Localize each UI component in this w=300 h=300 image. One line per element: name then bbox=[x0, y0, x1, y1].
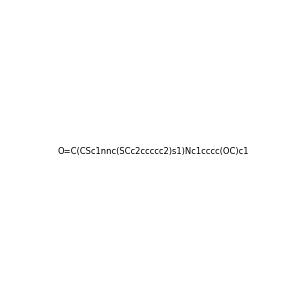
Text: O=C(CSc1nnc(SCc2ccccc2)s1)Nc1cccc(OC)c1: O=C(CSc1nnc(SCc2ccccc2)s1)Nc1cccc(OC)c1 bbox=[58, 147, 250, 156]
